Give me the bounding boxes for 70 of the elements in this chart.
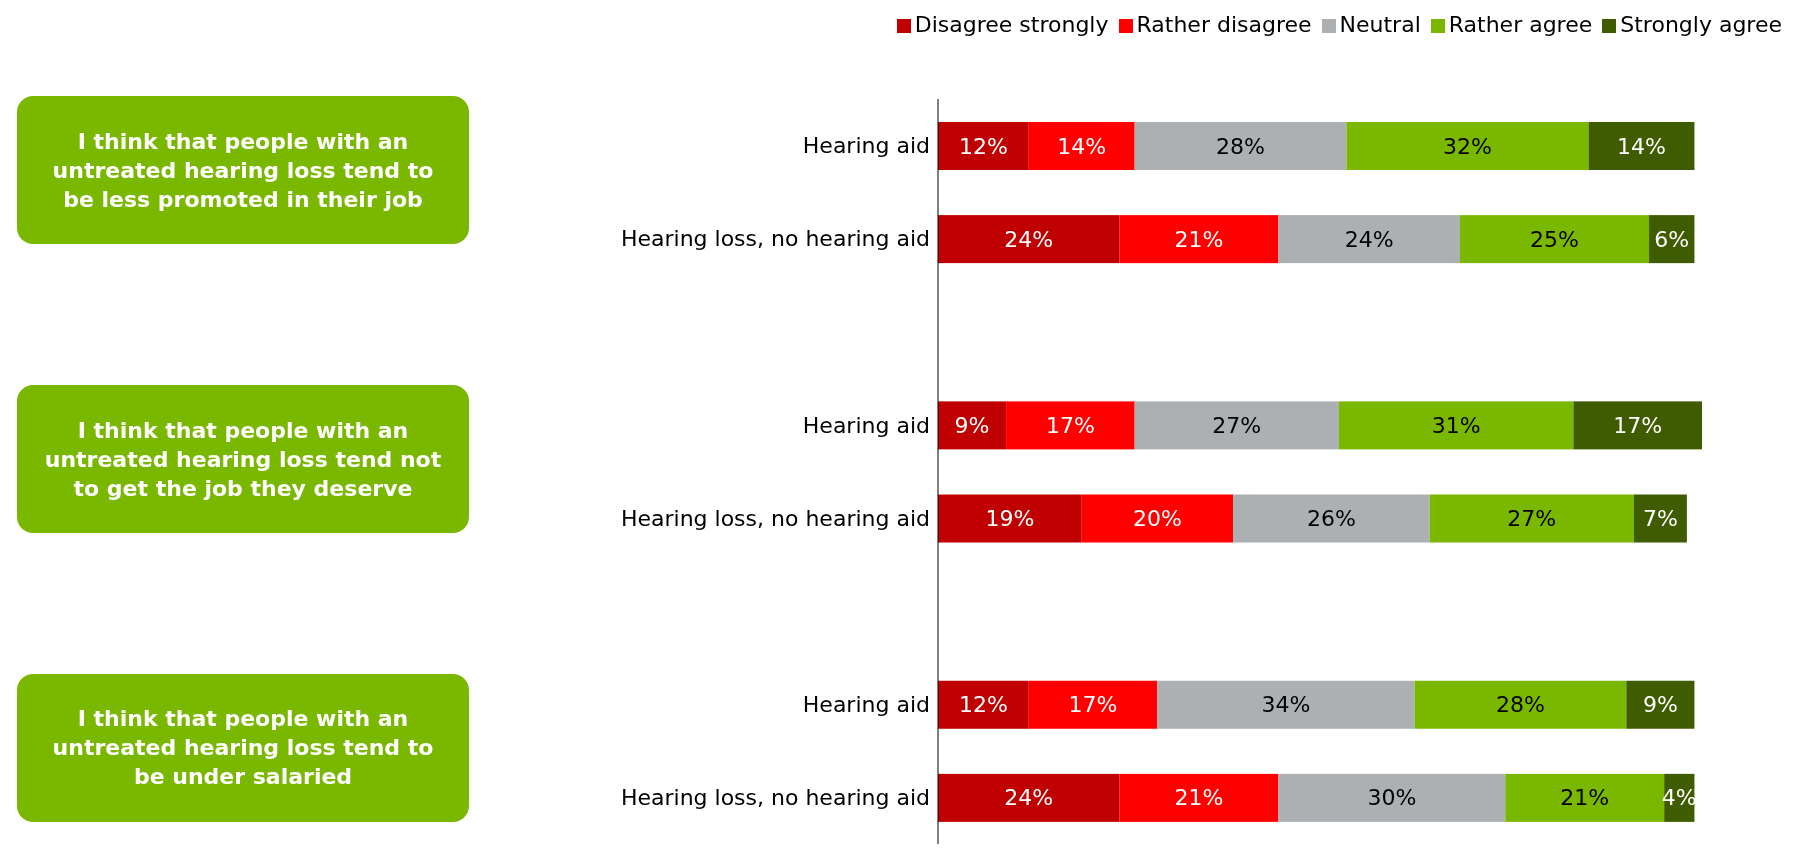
data-label: 28% — [1496, 692, 1545, 718]
y-tick-label: Hearing aid — [802, 412, 930, 438]
y-tick-label: Hearing loss, no hearing aid — [620, 785, 930, 811]
bar — [1626, 680, 1695, 729]
data-label: 24% — [1004, 226, 1054, 252]
bar — [938, 401, 1007, 450]
y-tick-label: Hearing aid — [802, 692, 930, 718]
bar — [1278, 215, 1460, 264]
bar — [938, 122, 1029, 170]
data-label: 26% — [1306, 506, 1356, 531]
data-label: 27% — [1507, 506, 1557, 531]
y-tick-label: Hearing loss, no hearing aid — [620, 505, 930, 531]
data-label: 9% — [1642, 692, 1678, 718]
legend-label: Neutral — [1339, 12, 1421, 37]
data-label: 24% — [1344, 226, 1394, 252]
data-label: 27% — [1212, 412, 1262, 438]
bar — [1414, 680, 1627, 729]
bar — [1338, 401, 1574, 450]
bar — [938, 494, 1082, 543]
data-label: 21% — [1174, 226, 1224, 252]
bar — [1119, 215, 1279, 264]
data-label: 6% — [1654, 226, 1690, 252]
bar — [1134, 122, 1347, 170]
data-label: 28% — [1216, 133, 1266, 159]
data-label: 14% — [1617, 133, 1666, 159]
data-label: 17% — [1068, 692, 1118, 718]
data-label: 17% — [1045, 412, 1095, 438]
data-label: 21% — [1560, 785, 1610, 811]
data-label: 20% — [1132, 506, 1182, 531]
data-label: 32% — [1443, 133, 1492, 159]
data-label: 19% — [985, 506, 1035, 531]
bar — [1134, 401, 1339, 450]
bar — [1081, 494, 1234, 543]
data-label: 24% — [1004, 785, 1054, 811]
data-label: 30% — [1367, 785, 1417, 811]
bar — [938, 773, 1120, 822]
bar — [1588, 122, 1695, 170]
text: I think that people with an untreated hearing loss tend to be less promoted in their job — [51, 127, 435, 214]
bar — [1028, 680, 1158, 729]
bar — [1157, 680, 1415, 729]
legend-label: Disagree strongly — [914, 12, 1109, 37]
bar — [938, 680, 1029, 729]
data-label: 31% — [1431, 412, 1481, 438]
data-label: 9% — [954, 412, 990, 438]
data-label: 12% — [958, 692, 1008, 718]
text: I think that people with an untreated hearing loss tend not to get the job they deserve — [43, 416, 443, 503]
data-label: 14% — [1057, 133, 1107, 159]
bar — [1429, 494, 1634, 543]
bar — [1233, 494, 1430, 543]
bar — [1573, 401, 1702, 450]
y-tick-label: Hearing loss, no hearing aid — [620, 226, 930, 252]
data-label: 17% — [1613, 412, 1663, 438]
data-label: 21% — [1174, 785, 1224, 811]
legend-label: Strongly agree — [1620, 12, 1782, 37]
bar — [1006, 401, 1135, 450]
text: I think that people with an untreated hearing loss tend to be under salaried — [51, 705, 435, 792]
bar — [1278, 773, 1506, 822]
y-tick-label: Hearing aid — [802, 133, 930, 159]
data-label: 34% — [1261, 692, 1311, 718]
legend-label: Rather disagree — [1136, 12, 1312, 37]
data-label: 12% — [958, 133, 1008, 159]
data-label: 7% — [1642, 506, 1678, 531]
bar — [1346, 122, 1589, 170]
bar — [1028, 122, 1135, 170]
legend-label: Rather agree — [1448, 12, 1593, 37]
bar — [1633, 494, 1687, 543]
bar — [938, 215, 1120, 264]
bar — [1459, 215, 1650, 264]
bar — [1119, 773, 1279, 822]
data-label: 25% — [1530, 226, 1579, 252]
